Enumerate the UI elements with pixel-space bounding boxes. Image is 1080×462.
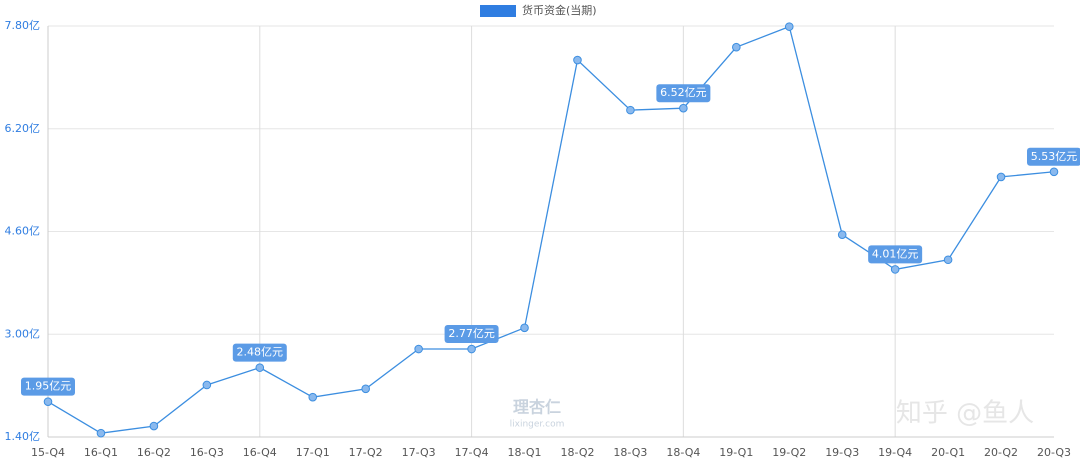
x-tick-label: 18-Q2 [560, 446, 594, 459]
x-tick-label: 18-Q3 [613, 446, 647, 459]
point [837, 230, 847, 240]
point [732, 42, 741, 52]
x-tick-label: 20-Q1 [931, 446, 965, 459]
point [943, 255, 953, 265]
value-label: 6.52亿元 [660, 86, 707, 99]
legend-swatch [480, 5, 516, 17]
value-label-box [1027, 147, 1080, 166]
x-tick-label: 18-Q1 [508, 446, 542, 459]
x-tick-label: 17-Q1 [296, 446, 330, 459]
watermark: lixinger.com [510, 420, 565, 430]
x-tick-label: 20-Q2 [984, 446, 1018, 459]
value-label-box [868, 245, 923, 264]
point [202, 380, 212, 390]
y-tick-label: 1.40亿 [5, 430, 41, 443]
x-tick-label: 19-Q3 [825, 446, 859, 459]
value-label: 1.95亿元 [25, 380, 72, 393]
x-tick-label: 20-Q3 [1037, 446, 1071, 459]
point [255, 363, 265, 372]
x-tick-label: 19-Q4 [878, 446, 912, 459]
x-tick-label: 16-Q2 [137, 446, 171, 459]
legend-label: 货币资金(当期) [522, 3, 597, 17]
value-label-box [21, 377, 75, 396]
y-tick-label: 3.00亿 [5, 327, 41, 340]
point [361, 384, 370, 394]
watermark: 知乎 @鱼人 [896, 399, 1034, 429]
y-tick-label: 7.80亿 [5, 19, 41, 32]
point [784, 22, 794, 31]
y-tick-label: 6.20亿 [5, 122, 41, 135]
point [308, 392, 318, 402]
x-tick-label: 19-Q1 [719, 446, 753, 459]
point [467, 344, 476, 354]
point [573, 55, 582, 65]
value-label: 2.48亿元 [237, 346, 284, 359]
x-tick-label: 19-Q2 [772, 446, 806, 459]
point [1049, 167, 1059, 177]
value-label-box [232, 343, 287, 362]
point [626, 105, 635, 115]
x-tick-label: 17-Q3 [402, 446, 436, 459]
x-tick-label: 16-Q1 [84, 446, 118, 459]
value-label-box [656, 84, 711, 103]
watermark: 理杏仁 [513, 398, 561, 417]
point [43, 397, 53, 406]
x-tick-label: 16-Q4 [243, 446, 277, 459]
point [414, 344, 423, 354]
value-label-box [444, 325, 499, 344]
x-tick-label: 15-Q4 [31, 446, 65, 459]
line [47, 25, 1055, 434]
point [996, 172, 1006, 182]
point [149, 421, 159, 431]
value-label: 5.53亿元 [1031, 150, 1078, 163]
value-label: 2.77亿元 [448, 327, 495, 340]
y-tick-label: 4.60亿 [5, 225, 41, 238]
grid [48, 25, 1054, 438]
x-tick-label: 18-Q4 [666, 446, 700, 459]
x-tick-label: 17-Q2 [349, 446, 383, 459]
point [679, 103, 688, 113]
point [520, 323, 529, 333]
x-tick-label: 16-Q3 [190, 446, 224, 459]
x-tick-label: 17-Q4 [455, 446, 489, 459]
point [890, 265, 900, 274]
value-label: 4.01亿元 [872, 247, 919, 260]
point [96, 428, 106, 438]
